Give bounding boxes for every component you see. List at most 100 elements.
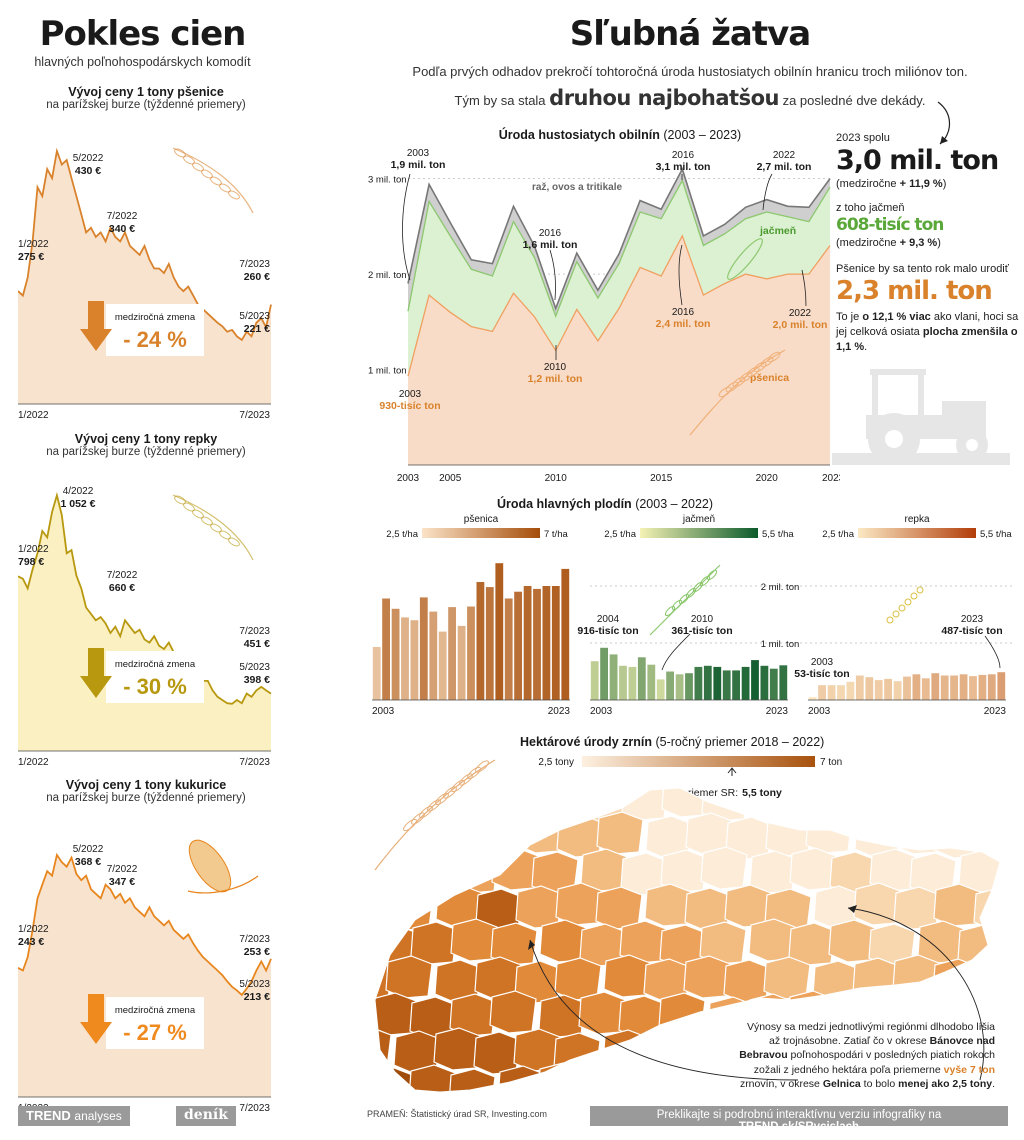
district: [556, 814, 604, 858]
district: [375, 1026, 392, 1070]
bar-repka: [950, 675, 958, 700]
crops-title-text: Úroda hlavných plodín: [496, 497, 632, 511]
district: [410, 921, 458, 965]
legend-ramp: [640, 528, 758, 538]
bar-repka: [978, 674, 987, 700]
district: [476, 813, 524, 857]
grain: [732, 376, 746, 388]
bar-repka: [959, 674, 968, 700]
price-panel-wheat: Vývoj ceny 1 tony pšenice na parížskej bu…: [18, 85, 274, 421]
district: [763, 956, 811, 1000]
left-subtitle: hlavných poľnohospodárskych komodít: [34, 55, 251, 69]
district: [580, 848, 628, 892]
rapeseed-icon: [172, 494, 254, 561]
crop-year-end: 2023: [984, 706, 1007, 717]
lead-arrow: [937, 101, 951, 145]
bar-repka: [940, 675, 949, 700]
map-leader-head: [848, 905, 857, 913]
bar-pšenica: [419, 597, 428, 700]
series-label-wheat: pšenica: [750, 372, 789, 384]
map-note-4: vyše 7 ton: [943, 1063, 995, 1076]
bar-repka: [874, 680, 883, 700]
price-label-value: 1 052 €: [60, 498, 95, 510]
price-area: [18, 151, 271, 404]
bar-repka: [837, 685, 845, 700]
legend-jačmeň: 2,5 t/ha 5,5 t/ha jačmeň: [604, 514, 794, 540]
grain: [427, 799, 441, 812]
rye-line: [407, 167, 831, 311]
district: [958, 849, 1000, 893]
price-label-period: 5/2022: [73, 844, 104, 855]
district: [748, 918, 796, 962]
grid-label: 2 mil. ton: [761, 582, 800, 593]
wheat-icon: [689, 349, 786, 436]
annotation-value: 1,9 mil. ton: [391, 159, 446, 171]
district: [554, 957, 602, 1001]
grain: [725, 381, 739, 393]
annotation-year: 2016: [539, 228, 562, 239]
annotation-year: 2003: [399, 389, 422, 400]
change-box-bg: [106, 997, 204, 1049]
grain: [419, 805, 433, 819]
grain: [678, 593, 690, 605]
lead-line-2: Tým by sa stala druhou najbohatšou za po…: [380, 86, 1000, 110]
wheat-note-a: To je: [836, 311, 860, 323]
grain: [451, 779, 465, 793]
crop-annotation-year: 2023: [961, 614, 984, 625]
series-label-barley: jačmeň: [759, 225, 796, 237]
wheat-value: 2,3 mil. ton: [836, 276, 993, 306]
cta-url[interactable]: TREND.sk/SRvcislach: [738, 1121, 860, 1133]
price-label-period: 1/2022: [18, 239, 49, 250]
total-change: (medziročne + 11,9 %): [836, 178, 1021, 190]
change-box-bg: [106, 304, 204, 356]
price-label-period: 4/2022: [63, 486, 94, 497]
barley-label: z toho jačmeň: [836, 202, 905, 214]
bar-jačmeň: [760, 665, 769, 700]
bar-pšenica: [382, 598, 390, 700]
grain: [219, 183, 231, 193]
bar-jačmeň: [619, 665, 627, 700]
price-area: [18, 854, 271, 1097]
bar-pšenica: [410, 620, 419, 700]
map-legend-min: 2,5 tony: [538, 757, 574, 768]
bar-pšenica: [551, 586, 560, 700]
stalk: [374, 759, 496, 871]
price-label-value: 253 €: [244, 946, 270, 958]
map-leader-banovce: [529, 939, 799, 1081]
district: [537, 1062, 585, 1092]
x-tick: 2003: [397, 473, 420, 484]
price-label-value: 260 €: [244, 271, 270, 283]
y-tick: 2 mil. ton: [368, 270, 407, 281]
district: [934, 815, 982, 859]
bar-pšenica: [429, 611, 438, 700]
barley-area: [408, 180, 830, 377]
district: [555, 882, 603, 926]
total-change-b: + 11,9 %: [899, 178, 943, 190]
district: [933, 883, 981, 927]
map-note-7: to bolo: [863, 1077, 896, 1090]
district: [513, 1028, 561, 1072]
wheat-area: [408, 235, 830, 465]
map-average-value: 5,5 tony: [742, 787, 782, 799]
crop-annotation-value: 53-tisíc ton: [794, 668, 849, 680]
district: [995, 1064, 1000, 1092]
district: [997, 921, 1000, 965]
district: [642, 1026, 690, 1070]
bar-pšenica: [542, 586, 551, 700]
district: [683, 955, 731, 999]
total-change-a: (medziročne: [836, 178, 897, 190]
source-text: PRAMEŇ: Štatistický úrad SR, Investing.c…: [367, 1109, 548, 1119]
district: [870, 788, 918, 824]
price-label-value: 368 €: [75, 856, 101, 868]
district: [999, 788, 1000, 822]
cta-link[interactable]: Preklikajte si podrobnú interaktívnu ver…: [590, 1106, 1008, 1133]
district: [596, 811, 644, 855]
district: [959, 788, 1000, 818]
district: [433, 1027, 481, 1071]
district: [538, 994, 586, 1038]
bar-pšenica: [495, 563, 504, 700]
crop-annotation-value: 361-tisíc ton: [671, 625, 732, 637]
bar-pšenica: [391, 608, 400, 700]
bar-jačmeň: [647, 664, 656, 700]
